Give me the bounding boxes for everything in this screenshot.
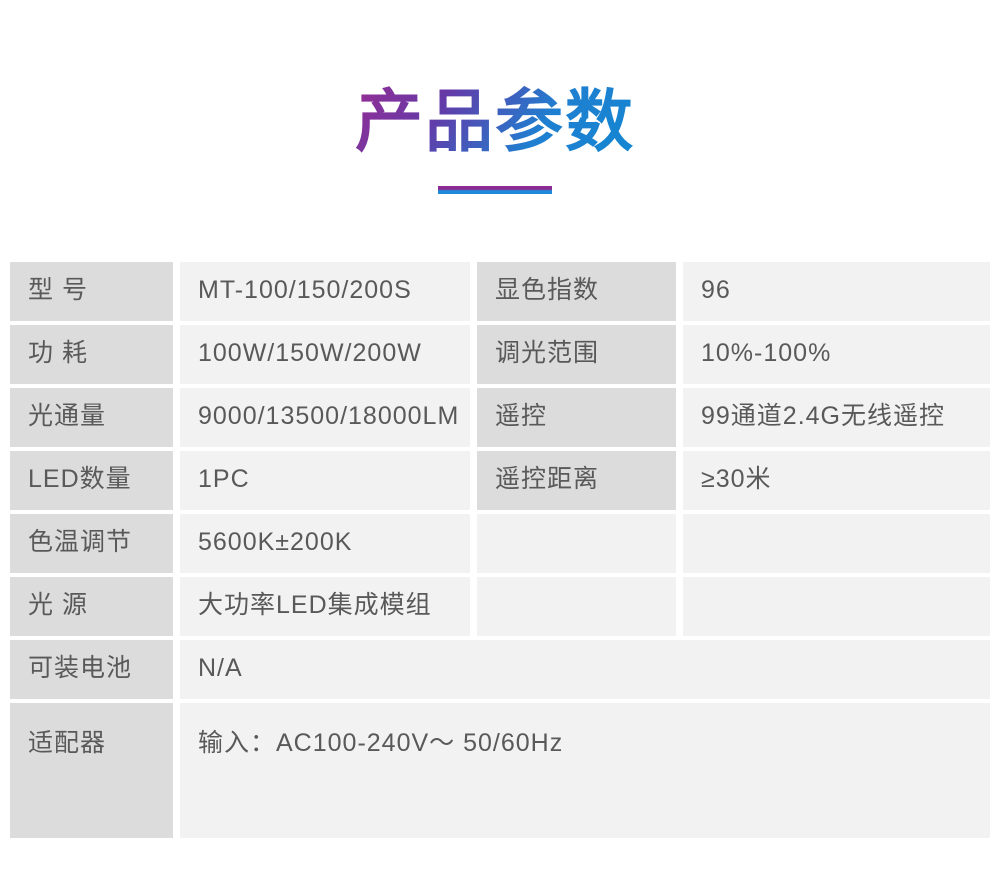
spec-label-light-source: 光 源 <box>10 576 173 636</box>
spec-label-color-temp: 色温调节 <box>10 513 173 573</box>
empty-cell <box>683 576 990 636</box>
spec-value-light-source: 大功率LED集成模组 <box>180 576 470 636</box>
spec-value-remote: 99通道2.4G无线遥控 <box>683 387 990 447</box>
spec-value-battery: N/A <box>180 639 990 699</box>
spec-label-battery: 可装电池 <box>10 639 173 699</box>
spec-value-remote-distance: ≥30米 <box>683 450 990 510</box>
spec-value-luminous-flux: 9000/13500/18000LM <box>180 387 470 447</box>
spec-label-remote-distance: 遥控距离 <box>477 450 676 510</box>
spec-value-model: MT-100/150/200S <box>180 261 470 321</box>
title-underline <box>438 185 552 194</box>
spec-value-color-temp: 5600K±200K <box>180 513 470 573</box>
page-title: 产品参数 <box>355 82 635 164</box>
empty-cell <box>477 576 676 636</box>
empty-cell <box>477 513 676 573</box>
spec-value-adapter: 输入：AC100-240V～ 50/60Hz <box>180 702 990 838</box>
spec-label-dimming-range: 调光范围 <box>477 324 676 384</box>
spec-label-luminous-flux: 光通量 <box>10 387 173 447</box>
spec-value-power: 100W/150W/200W <box>180 324 470 384</box>
spec-label-adapter: 适配器 <box>10 702 173 838</box>
spec-value-dimming-range: 10%-100% <box>683 324 990 384</box>
spec-label-led-count: LED数量 <box>10 450 173 510</box>
spec-table: 型 号 MT-100/150/200S 显色指数 96 功 耗 100W/150… <box>10 261 990 838</box>
page-header: 产品参数 <box>0 0 990 194</box>
spec-value-led-count: 1PC <box>180 450 470 510</box>
spec-label-cri: 显色指数 <box>477 261 676 321</box>
spec-label-power: 功 耗 <box>10 324 173 384</box>
spec-label-remote: 遥控 <box>477 387 676 447</box>
empty-cell <box>683 513 990 573</box>
spec-label-model: 型 号 <box>10 261 173 321</box>
spec-value-cri: 96 <box>683 261 990 321</box>
